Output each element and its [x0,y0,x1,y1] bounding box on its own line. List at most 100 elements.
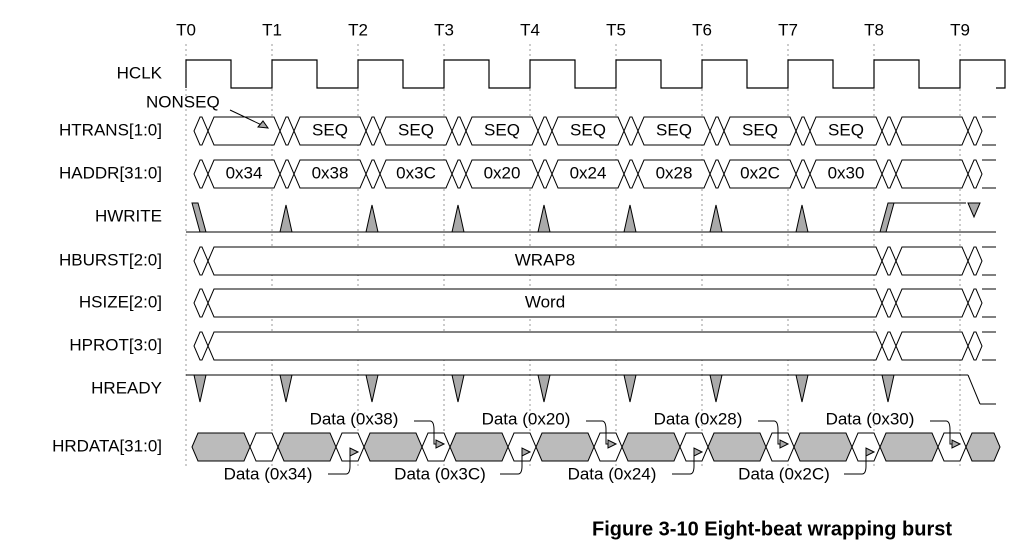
bus-segment [465,159,539,189]
hrdata-pointer [500,451,528,475]
arrow-head [435,439,446,449]
bus-segment [193,331,209,361]
bus-segment [879,432,939,462]
arrow-head [865,447,876,457]
bus-segment [623,159,639,189]
hrdata-label: Data (0x30) [826,409,915,428]
bus-segment [365,159,381,189]
htrans-value: SEQ [398,120,434,139]
signal-name: HRDATA[31:0] [52,436,162,455]
signal-name: HWRITE [95,206,162,225]
caption: Figure 3-10 Eight-beat wrapping burst [592,518,952,540]
bus-segment [723,159,797,189]
hrdata-pointer [758,420,786,445]
bus-segment [465,116,539,146]
bus-segment [967,288,983,318]
time-label: T1 [262,20,282,39]
bus-segment [279,159,295,189]
time-label: T0 [176,20,196,39]
time-label: T6 [692,20,712,39]
hrdata-label: Data (0x28) [654,409,743,428]
bus-segment [809,159,883,189]
haddr-value: 0x24 [570,163,607,182]
hready-glitch [279,374,293,403]
hburst-value: WRAP8 [515,250,575,269]
time-label: T8 [864,20,884,39]
bus-segment [535,432,595,462]
arrow-head [951,439,962,449]
hrdata-label: Data (0x20) [482,409,571,428]
bus-segment [207,159,281,189]
signal-name: HTRANS[1:0] [59,120,162,139]
bus-segment [967,331,983,361]
hrdata-pointer [586,420,614,445]
hwrite-glitch [709,204,723,233]
bus-segment [723,116,797,146]
hrdata-label: Data (0x3C) [394,464,486,483]
htrans-value: SEQ [312,120,348,139]
bus-segment [967,159,983,189]
bus-segment [279,116,295,146]
bus-segment [379,159,453,189]
hready-glitch [623,374,637,403]
bus-segment [451,159,467,189]
bus-segment [207,116,281,146]
haddr-value: 0x20 [484,163,521,182]
line [967,374,981,405]
htrans-value: SEQ [484,120,520,139]
haddr-value: 0x3C [396,163,436,182]
hwrite-glitch [623,204,637,233]
hwrite-glitch [795,204,809,233]
bus-segment [449,432,509,462]
arrow-head [693,447,704,457]
bus-segment [967,246,983,276]
bus-segment [881,288,897,318]
htrans-value: SEQ [828,120,864,139]
bus-segment [293,116,367,146]
bus-segment [895,116,969,146]
signal-name: HADDR[31:0] [59,163,162,182]
hready-glitch [451,374,465,403]
haddr-value: 0x30 [828,163,865,182]
bus-segment [967,116,983,146]
hwrite-glitch [451,204,465,233]
bus-segment [881,159,897,189]
bus-segment [881,246,897,276]
haddr-value: 0x2C [740,163,780,182]
bus-segment [637,159,711,189]
hwrite-glitch [967,202,981,219]
bus-segment [365,116,381,146]
bus-segment [363,432,423,462]
bus-segment [207,331,883,361]
bus-segment [537,159,553,189]
arrow-head [349,447,360,457]
bus-segment [621,432,681,462]
bus-segment [795,116,811,146]
bus-segment [795,159,811,189]
bus-segment [193,288,209,318]
haddr-value: 0x34 [226,163,263,182]
time-label: T2 [348,20,368,39]
signal-name: HCLK [117,63,163,82]
bus-segment [709,159,725,189]
bus-segment [623,116,639,146]
time-label: T5 [606,20,626,39]
hrdata-pointer [672,451,700,475]
bus-segment [379,116,453,146]
time-label: T4 [520,20,540,39]
signal-name: HREADY [91,378,162,397]
hwrite-glitch [279,204,293,233]
bus-segment [895,159,969,189]
bus-segment [277,432,337,462]
haddr-value: 0x38 [312,163,349,182]
bus-segment [193,116,209,146]
hrdata-pointer [328,451,356,475]
htrans-first: NONSEQ [146,92,220,111]
time-label: T3 [434,20,454,39]
htrans-value: SEQ [656,120,692,139]
bus-segment [551,159,625,189]
bus-segment [249,432,279,462]
hready-glitch [881,374,895,403]
hsize-value: Word [525,292,565,311]
